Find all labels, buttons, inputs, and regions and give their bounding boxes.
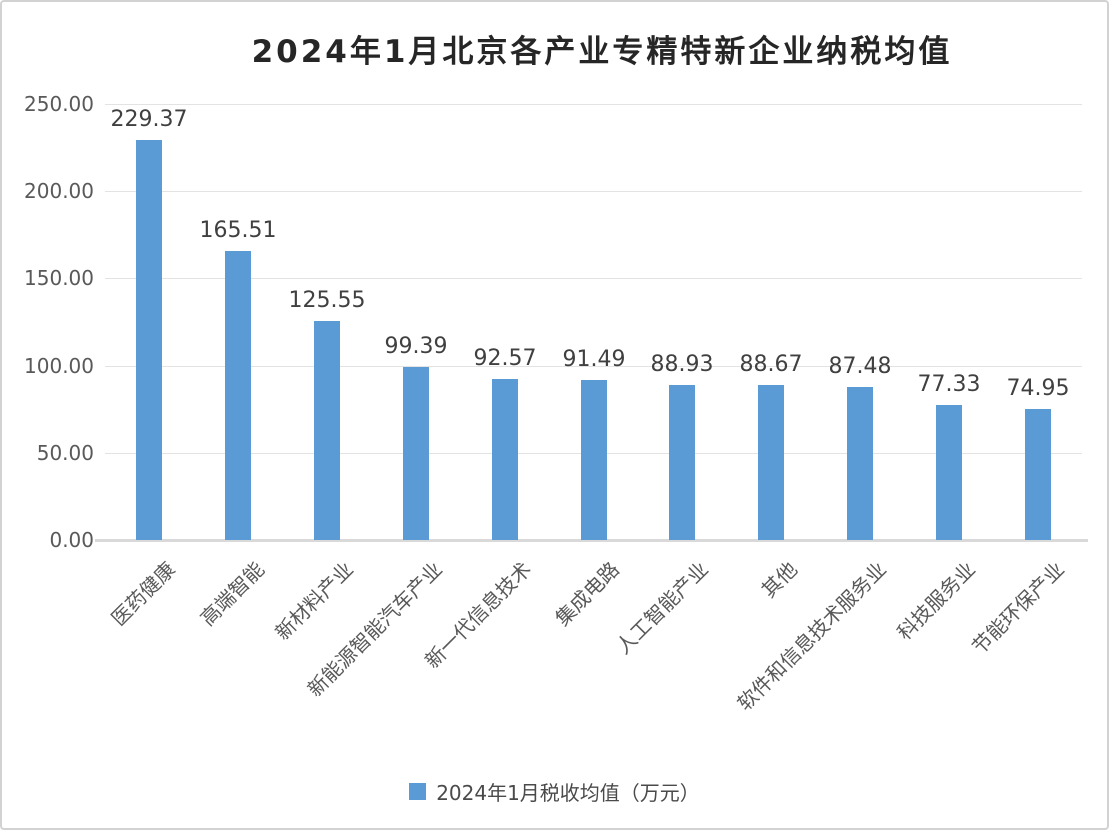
legend-label: 2024年1月税收均值（万元） (436, 780, 700, 805)
bar (1025, 409, 1051, 540)
gridline (105, 104, 1082, 105)
x-category-label: 高端智能 (195, 557, 269, 631)
x-category-label: 节能环保产业 (967, 557, 1069, 659)
x-axis-line (95, 539, 1088, 542)
bar (758, 385, 784, 540)
bar-value-label: 91.49 (562, 347, 626, 372)
y-axis-tick-label: 0.00 (49, 528, 94, 552)
legend: 2024年1月税收均值（万元） (2, 774, 1107, 808)
bar (136, 140, 162, 540)
bar (314, 321, 340, 540)
x-category-label: 集成电路 (550, 557, 624, 631)
gridline (105, 366, 1082, 367)
x-category-label: 软件和信息技术服务业 (732, 557, 891, 716)
bar-value-label: 77.33 (917, 372, 981, 397)
bar (936, 405, 962, 540)
bar-value-label: 165.51 (199, 218, 277, 243)
bar (225, 251, 251, 540)
x-category-label: 人工智能产业 (611, 557, 713, 659)
bar-value-label: 92.57 (473, 346, 537, 371)
bar (581, 380, 607, 540)
y-axis-tick-label: 250.00 (24, 92, 94, 116)
bar-value-label: 74.95 (1006, 376, 1070, 401)
x-category-label: 科技服务业 (892, 557, 980, 645)
bar (847, 387, 873, 540)
y-axis-tick-label: 150.00 (24, 266, 94, 290)
y-axis-tick-label: 100.00 (24, 354, 94, 378)
y-axis-tick-label: 200.00 (24, 179, 94, 203)
bar-value-label: 88.93 (650, 352, 714, 377)
y-axis-tick-label: 50.00 (36, 441, 94, 465)
x-category-label: 医药健康 (106, 557, 180, 631)
gridline (105, 191, 1082, 192)
bar (403, 367, 429, 540)
bar (492, 379, 518, 540)
bar-value-label: 99.39 (384, 334, 448, 359)
bar-value-label: 125.55 (288, 288, 366, 313)
chart-title: 2024年1月北京各产业专精特新企业纳税均值 (251, 34, 953, 70)
bar (669, 385, 695, 540)
bar-value-label: 88.67 (739, 352, 803, 377)
x-category-label: 其他 (756, 557, 802, 603)
gridline (105, 278, 1082, 279)
legend-swatch-icon (409, 782, 427, 800)
x-category-label: 新材料产业 (270, 557, 358, 645)
bar-value-label: 229.37 (110, 107, 188, 132)
bar-value-label: 87.48 (828, 354, 892, 379)
